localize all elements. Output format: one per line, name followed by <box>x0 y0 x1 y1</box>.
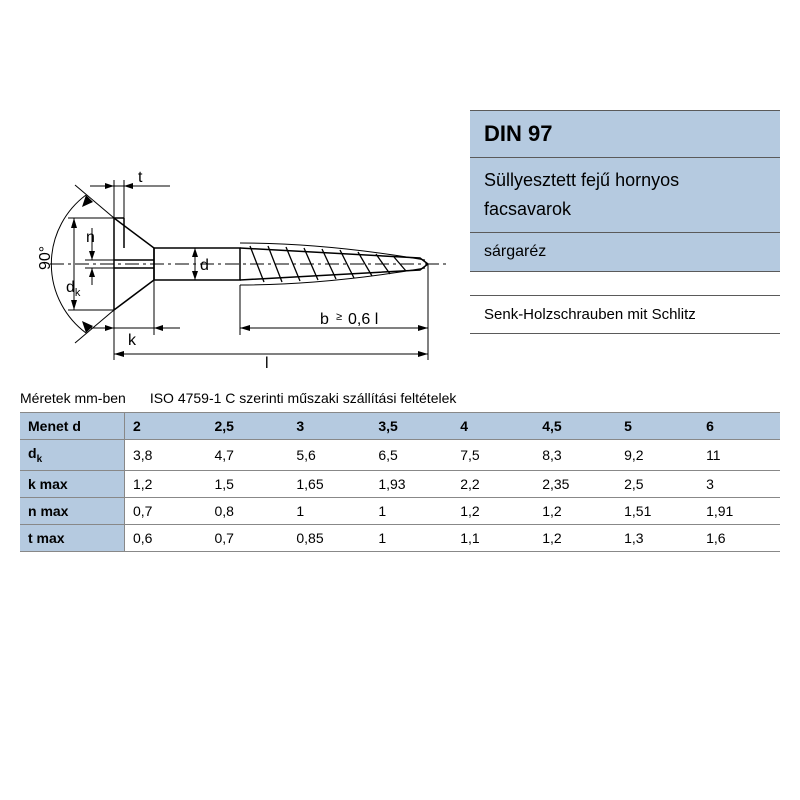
table-cell: 3 <box>698 470 780 497</box>
col-header: 2 <box>125 413 207 440</box>
row-label: n max <box>20 497 125 524</box>
table-cell: 1,65 <box>288 470 370 497</box>
table-cell: 1,91 <box>698 497 780 524</box>
table-cell: 1,6 <box>698 524 780 551</box>
german-name: Senk-Holzschrauben mit Schlitz <box>470 295 780 334</box>
table-cell: 1,5 <box>206 470 288 497</box>
table-cell: 3,8 <box>125 440 207 471</box>
svg-text:k: k <box>128 332 137 349</box>
table-cell: 1,51 <box>616 497 698 524</box>
col-header: 3,5 <box>370 413 452 440</box>
header-label: Menet d <box>20 413 125 440</box>
table-cell: 4,7 <box>206 440 288 471</box>
table-cell: 9,2 <box>616 440 698 471</box>
table-caption: Méretek mm-ben ISO 4759-1 C szerinti műs… <box>20 390 780 406</box>
col-header: 4 <box>452 413 534 440</box>
dimensions-table: Menet d 2 2,5 3 3,5 4 4,5 5 6 dk3,84,75,… <box>20 412 780 552</box>
table-cell: 1,2 <box>534 497 616 524</box>
standard-code: DIN 97 <box>470 110 780 158</box>
col-header: 3 <box>288 413 370 440</box>
iso-label: ISO 4759-1 C szerinti műszaki szállítási… <box>150 390 457 406</box>
table-cell: 1 <box>370 497 452 524</box>
table-cell: 0,6 <box>125 524 207 551</box>
product-name: Süllyesztett fejű hornyos facsavarok <box>470 157 780 233</box>
row-label: k max <box>20 470 125 497</box>
svg-text:d: d <box>200 257 209 274</box>
table-cell: 1,93 <box>370 470 452 497</box>
units-label: Méretek mm-ben <box>20 390 126 406</box>
top-section: 90° t n <box>20 110 780 370</box>
table-cell: 1 <box>288 497 370 524</box>
svg-text:l: l <box>265 355 269 370</box>
table-cell: 2,35 <box>534 470 616 497</box>
table-row: dk3,84,75,66,57,58,39,211 <box>20 440 780 471</box>
row-label: t max <box>20 524 125 551</box>
table-cell: 2,5 <box>616 470 698 497</box>
table-cell: 1,2 <box>125 470 207 497</box>
table-cell: 1,2 <box>452 497 534 524</box>
table-cell: 5,6 <box>288 440 370 471</box>
table-cell: 0,8 <box>206 497 288 524</box>
table-cell: 7,5 <box>452 440 534 471</box>
table-cell: 8,3 <box>534 440 616 471</box>
table-cell: 2,2 <box>452 470 534 497</box>
table-row: k max1,21,51,651,932,22,352,53 <box>20 470 780 497</box>
table-cell: 0,7 <box>206 524 288 551</box>
col-header: 2,5 <box>206 413 288 440</box>
col-header: 6 <box>698 413 780 440</box>
table-cell: 11 <box>698 440 780 471</box>
svg-text:b: b <box>320 311 329 328</box>
material: sárgaréz <box>470 232 780 272</box>
col-header: 5 <box>616 413 698 440</box>
table-cell: 0,7 <box>125 497 207 524</box>
svg-text:≥: ≥ <box>336 311 342 323</box>
svg-text:90°: 90° <box>37 246 54 270</box>
table-row: n max0,70,8111,21,21,511,91 <box>20 497 780 524</box>
svg-text:n: n <box>86 229 95 246</box>
col-header: 4,5 <box>534 413 616 440</box>
table-row: t max0,60,70,8511,11,21,31,6 <box>20 524 780 551</box>
table-cell: 1 <box>370 524 452 551</box>
subtitle-line1: Süllyesztett fejű hornyos <box>484 170 679 190</box>
svg-text:0,6 l: 0,6 l <box>348 311 378 328</box>
screw-diagram: 90° t n <box>20 110 460 370</box>
table-cell: 1,2 <box>534 524 616 551</box>
table-cell: 1,1 <box>452 524 534 551</box>
subtitle-line2: facsavarok <box>484 199 571 219</box>
table-header-row: Menet d 2 2,5 3 3,5 4 4,5 5 6 <box>20 413 780 440</box>
table-cell: 0,85 <box>288 524 370 551</box>
svg-text:dk: dk <box>66 279 81 299</box>
svg-text:t: t <box>138 169 143 186</box>
row-label: dk <box>20 440 125 471</box>
info-panel: DIN 97 Süllyesztett fejű hornyos facsava… <box>470 110 780 370</box>
table-cell: 1,3 <box>616 524 698 551</box>
table-cell: 6,5 <box>370 440 452 471</box>
